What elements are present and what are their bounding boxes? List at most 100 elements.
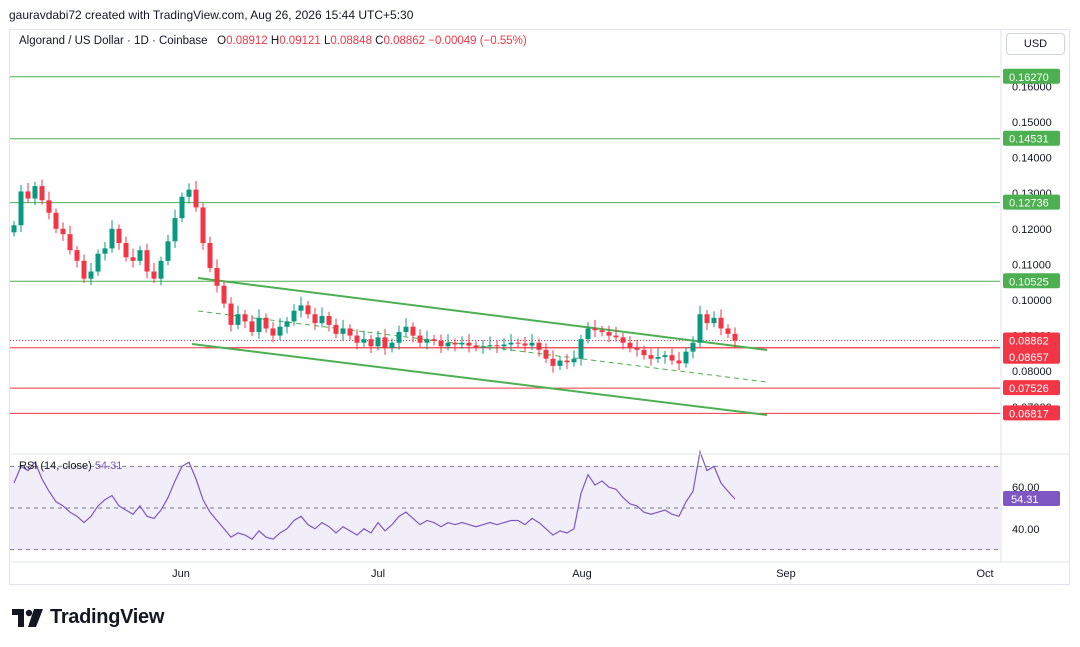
rsi-line xyxy=(13,449,736,540)
candle-body xyxy=(11,225,17,233)
symbol-title: Algorand / US Dollar · 1D · Coinbase xyxy=(19,35,208,47)
candle-body xyxy=(424,339,430,343)
open-label: O xyxy=(217,35,227,47)
low-value: 0.08848 xyxy=(330,35,372,47)
price-tick-label: 0.14000 xyxy=(1012,153,1052,165)
candle-body xyxy=(613,335,619,338)
candle-body xyxy=(95,253,101,272)
high-value: 0.09121 xyxy=(279,35,321,47)
candle-body xyxy=(396,332,402,343)
time-tick-label: Jul xyxy=(371,568,385,580)
candle-body xyxy=(102,248,108,254)
candle-body xyxy=(382,337,388,349)
candle-body xyxy=(564,360,570,363)
candle-body xyxy=(452,342,458,345)
candle-body xyxy=(480,346,486,348)
candle-body xyxy=(410,326,416,336)
candle-body xyxy=(277,326,283,336)
price-tags: 0.16270 0.14531 0.12736 0.10525 0.07526 0.068… xyxy=(1003,68,1060,507)
candle-body xyxy=(354,335,360,343)
candle-body xyxy=(718,317,724,329)
price-tick-label: 0.16000 xyxy=(1012,81,1052,93)
close-label: C xyxy=(375,35,384,47)
candle-body xyxy=(221,285,227,304)
candle-body xyxy=(473,345,479,347)
chart-credit: gauravdabi72 created with TradingView.co… xyxy=(9,8,414,22)
candle-body xyxy=(74,250,80,261)
candle-body xyxy=(18,191,24,226)
candle-body xyxy=(634,348,640,350)
rsi-band xyxy=(10,465,1000,551)
candle-body xyxy=(32,186,38,199)
level-tag: 0.08657 xyxy=(1009,352,1049,364)
candle-body xyxy=(725,328,731,334)
candle-body xyxy=(641,349,647,356)
candle-body xyxy=(109,228,115,249)
price-levels xyxy=(10,76,1000,414)
candle-body xyxy=(137,250,143,261)
time-tick-label: Jun xyxy=(172,568,190,580)
price-tick-label: 0.10000 xyxy=(1012,295,1052,307)
candle-body xyxy=(165,241,171,261)
level-tag-bg xyxy=(1003,273,1060,289)
candle-body xyxy=(501,344,507,347)
candle-body xyxy=(116,228,122,244)
candle-body xyxy=(347,328,353,336)
candle-body xyxy=(193,189,199,208)
time-axis[interactable]: Jun Jul Aug Sep Oct xyxy=(10,30,1069,580)
candle-body xyxy=(333,324,339,334)
price-tick-label: 0.15000 xyxy=(1012,117,1052,129)
rsi-tag: 54.31 xyxy=(1011,494,1039,506)
low-label: L xyxy=(323,35,331,47)
candle-body xyxy=(711,317,717,324)
candle-body xyxy=(445,342,451,347)
candle-body xyxy=(557,360,563,366)
chart-frame xyxy=(9,29,1070,585)
candle-body xyxy=(53,212,59,229)
candle-body xyxy=(662,355,668,357)
change-value: −0.00049 (−0.55%) xyxy=(428,35,527,47)
candle-body xyxy=(697,314,703,343)
candle-body xyxy=(46,200,52,213)
level-tag: 0.16270 xyxy=(1009,72,1049,84)
candle-body xyxy=(529,342,535,346)
rsi-polyline xyxy=(13,449,736,540)
candle-body xyxy=(466,342,472,346)
level-tag: 0.12736 xyxy=(1009,198,1049,210)
candle-body xyxy=(508,342,514,345)
time-tick-label: Oct xyxy=(976,568,993,580)
tradingview-logo[interactable]: TradingView xyxy=(12,606,164,629)
level-tag: 0.14531 xyxy=(1009,134,1049,146)
currency-button[interactable]: USD xyxy=(1006,33,1065,55)
candle-body xyxy=(39,186,45,201)
candle-body xyxy=(158,260,164,279)
level-tag-bg xyxy=(1003,194,1060,210)
level-tag: 0.07526 xyxy=(1009,383,1049,395)
rsi-tick-label: 40.00 xyxy=(1012,524,1040,536)
candle-body xyxy=(515,342,521,344)
tradingview-logo-icon xyxy=(12,608,43,627)
candle-body xyxy=(228,303,234,325)
price-tick-label: 0.11000 xyxy=(1012,259,1051,271)
candle-body xyxy=(312,314,318,324)
close-value: 0.08862 xyxy=(383,35,426,47)
candle-body xyxy=(130,257,136,261)
candle-body xyxy=(732,333,738,341)
candle-body xyxy=(172,218,178,242)
price-axis[interactable]: 0.160000.150000.140000.130000.120000.110… xyxy=(1012,81,1052,535)
high-label: H xyxy=(270,35,280,47)
candle-body xyxy=(543,349,549,359)
candle-body xyxy=(60,228,66,235)
candle-body xyxy=(683,351,689,364)
candle-body xyxy=(291,310,297,322)
candles xyxy=(11,179,738,373)
level-tag-bg xyxy=(1003,348,1060,364)
candle-body xyxy=(571,358,577,363)
last-price-tag: 0.08862 xyxy=(1009,336,1049,348)
candle-body xyxy=(214,267,220,286)
candle-body xyxy=(669,355,675,361)
level-tag: 0.10525 xyxy=(1009,276,1049,288)
candle-body xyxy=(375,337,381,347)
candle-body xyxy=(368,339,374,347)
